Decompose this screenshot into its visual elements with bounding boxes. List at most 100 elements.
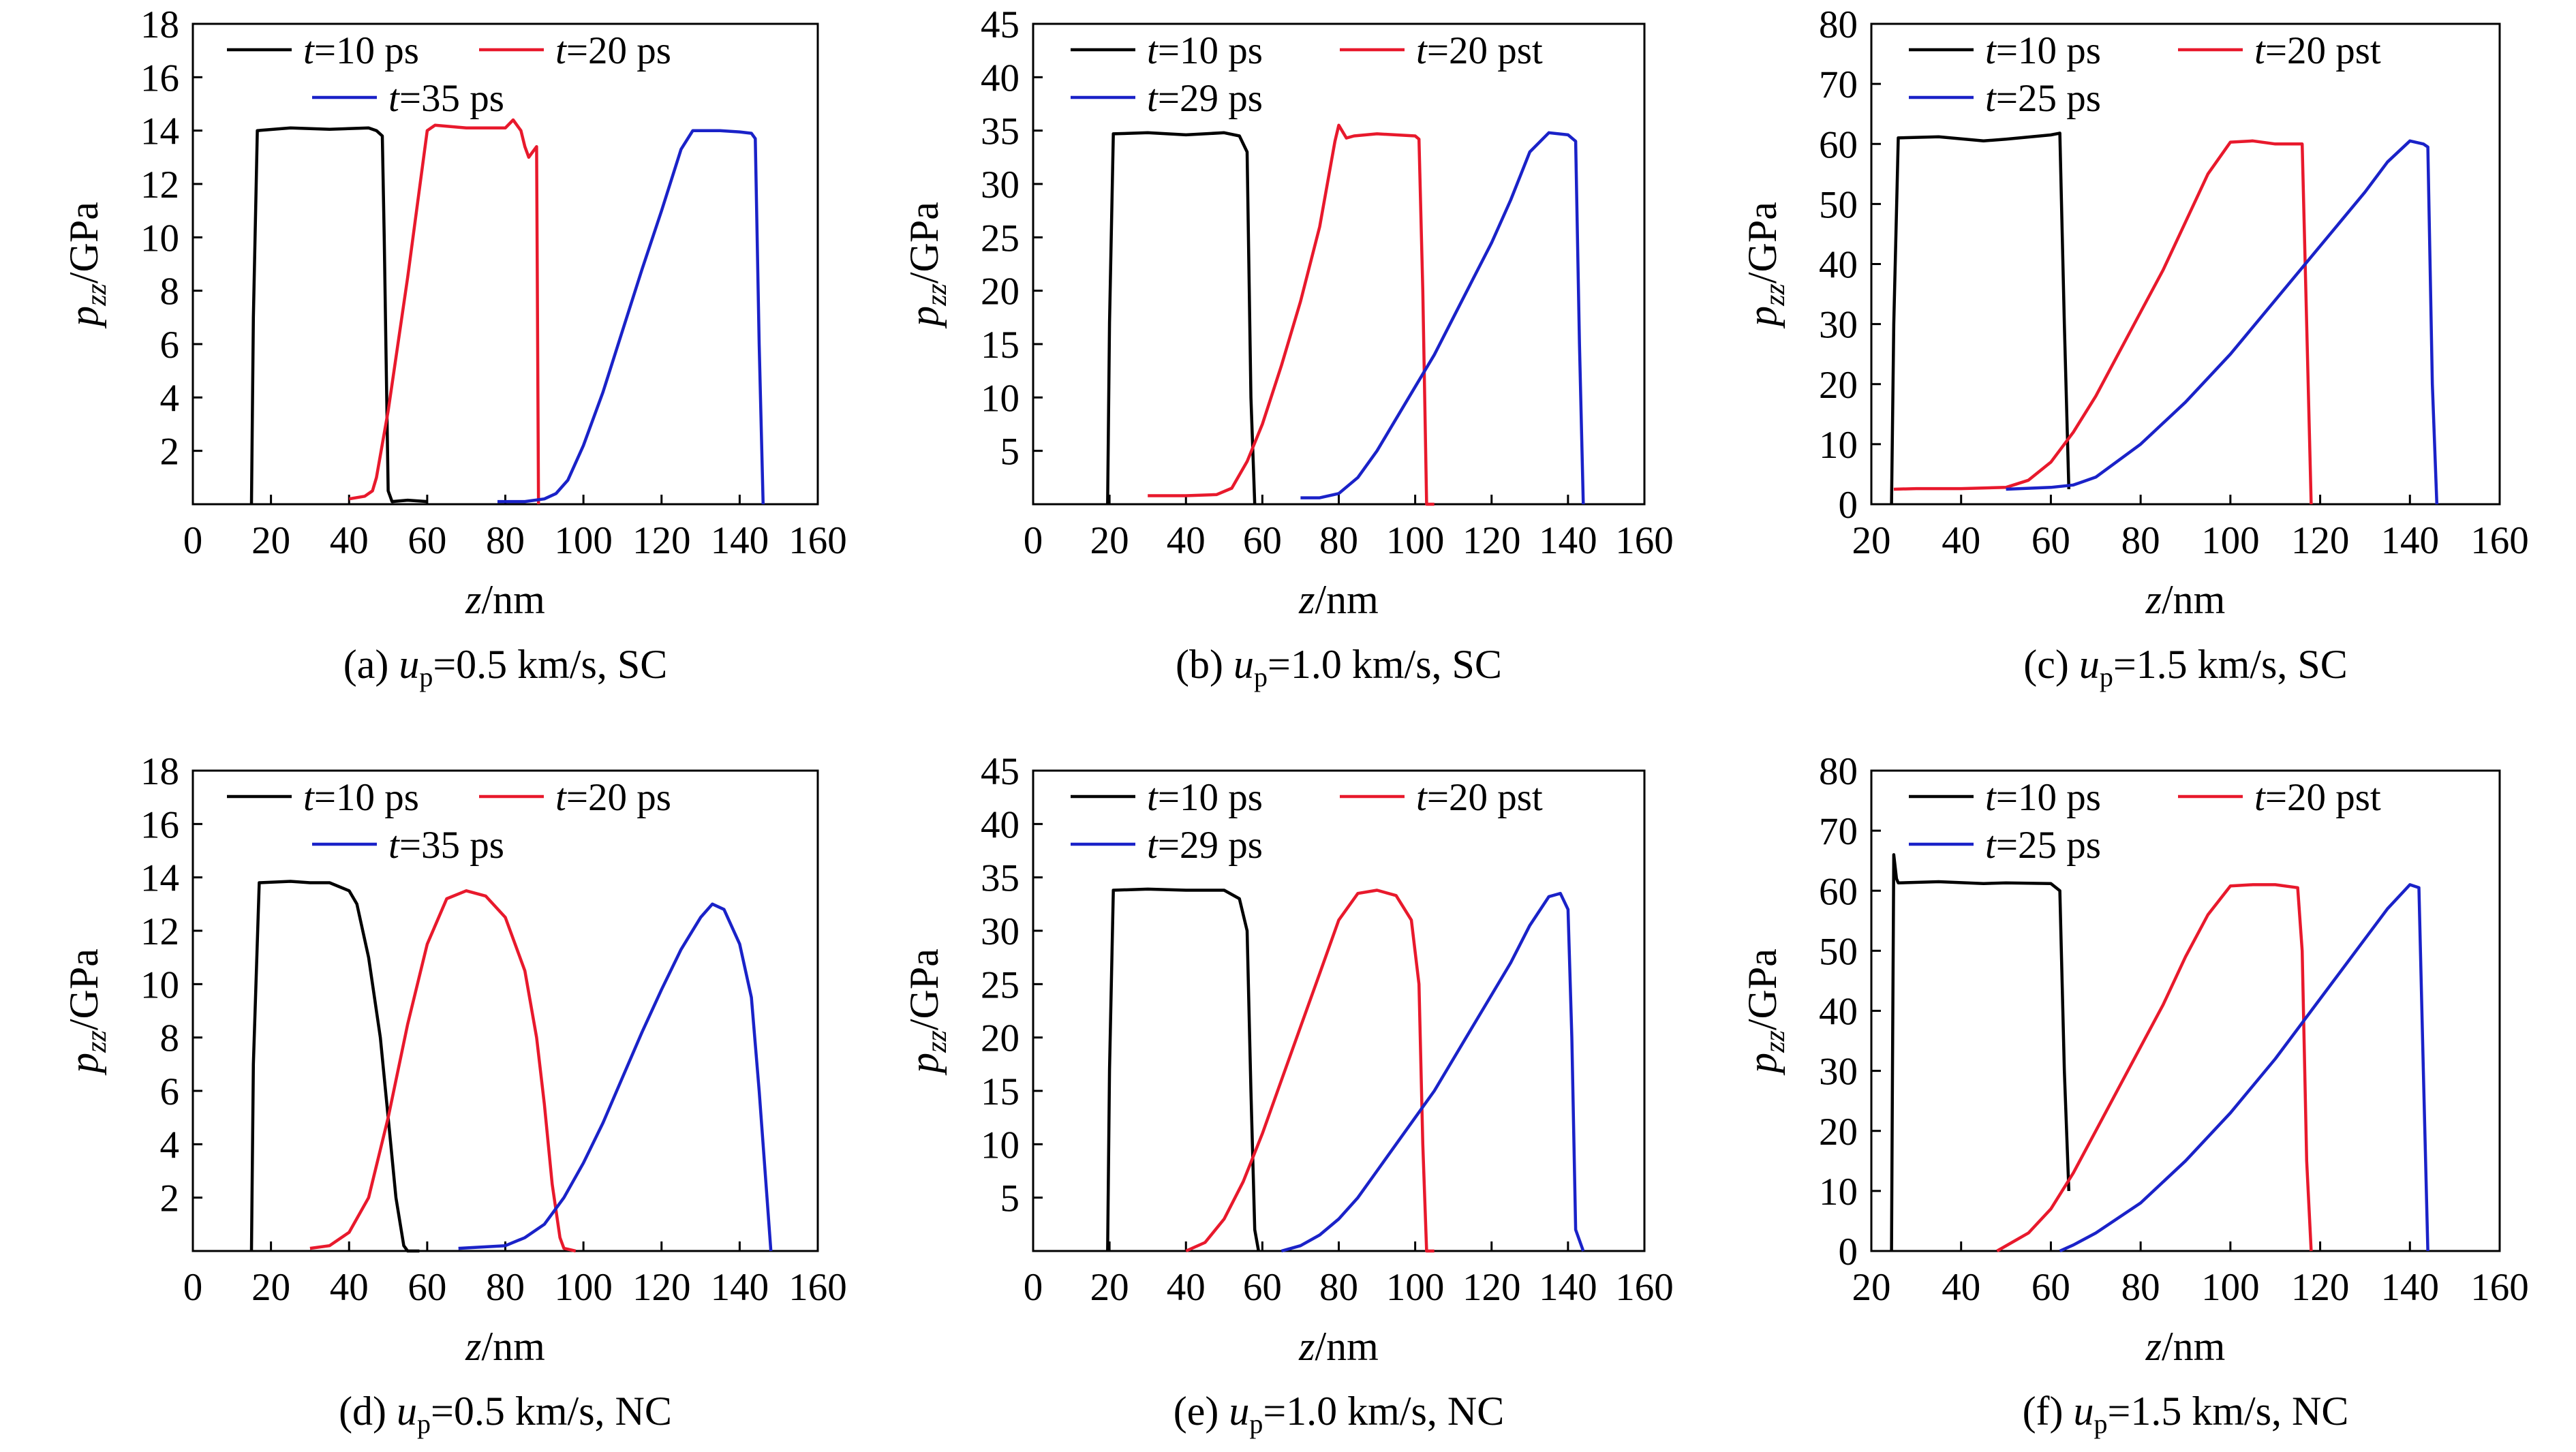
x-axis-label: z/nm bbox=[465, 1324, 545, 1369]
x-tick-label: 80 bbox=[486, 519, 525, 562]
x-axis-label: z/nm bbox=[1298, 1324, 1379, 1369]
x-tick-label: 80 bbox=[2121, 519, 2160, 562]
series-line bbox=[309, 889, 577, 1253]
y-tick-label: 18 bbox=[140, 750, 179, 793]
x-axis-label: z/nm bbox=[465, 577, 545, 622]
y-tick-label: 20 bbox=[981, 1017, 1019, 1060]
y-tick-label: 5 bbox=[1000, 1177, 1020, 1220]
legend-label: t=29 ps bbox=[1147, 824, 1263, 867]
series-line bbox=[1890, 853, 2071, 1252]
y-tick-label: 16 bbox=[140, 57, 179, 99]
y-tick-label: 30 bbox=[981, 164, 1019, 206]
series-line bbox=[1106, 887, 1261, 1252]
chart-panel: 0 20 40 60 80 100 120 140 160 5 10 15 20 25 30 35 40 45 z/… bbox=[902, 750, 1674, 1439]
y-tick-label: 10 bbox=[1819, 424, 1858, 467]
legend-label: t=10 ps bbox=[1985, 776, 2101, 819]
plot-frame bbox=[191, 22, 819, 506]
y-tick-label: 20 bbox=[981, 271, 1019, 313]
y-tick-label: 30 bbox=[1819, 1051, 1858, 1094]
series-line bbox=[1996, 883, 2313, 1252]
x-tick-label: 100 bbox=[2201, 1266, 2260, 1309]
chart-panel: 0 20 40 60 80 100 120 140 160 2 4 6 8 10 12 14 16 18 z/nm p… bbox=[61, 750, 847, 1439]
legend-label: t=10 ps bbox=[1985, 29, 2101, 72]
x-tick-label: 40 bbox=[330, 519, 369, 562]
x-tick-label: 120 bbox=[1462, 1266, 1521, 1309]
y-tick-label: 10 bbox=[140, 963, 179, 1006]
x-tick-label: 140 bbox=[711, 519, 769, 562]
y-tick-label: 80 bbox=[1819, 750, 1858, 793]
series-line bbox=[1281, 891, 1585, 1253]
series-line bbox=[458, 902, 773, 1252]
series-line bbox=[249, 880, 420, 1253]
y-tick-label: 40 bbox=[1819, 991, 1858, 1034]
chart-panel: 20 40 60 80 100 120 140 160 0 10 20 30 40 50 60 70 80 z/n… bbox=[1740, 3, 2529, 692]
x-tick-label: 40 bbox=[330, 1266, 369, 1309]
x-tick-label: 100 bbox=[1386, 1266, 1445, 1309]
series-line bbox=[348, 118, 540, 505]
y-axis-label: pzz/GPa bbox=[902, 202, 953, 329]
x-tick-label: 20 bbox=[1852, 519, 1891, 562]
x-tick-label: 60 bbox=[2031, 519, 2070, 562]
y-tick-label: 14 bbox=[140, 857, 179, 900]
y-tick-label: 0 bbox=[1839, 484, 1858, 527]
legend-label: t=20 ps bbox=[555, 776, 671, 819]
x-tick-label: 160 bbox=[788, 1266, 847, 1309]
y-axis-label: pzz/GPa bbox=[61, 202, 112, 329]
y-tick-label: 18 bbox=[140, 3, 179, 46]
legend-label: t=35 ps bbox=[388, 77, 504, 120]
y-axis-label: pzz/GPa bbox=[1740, 948, 1791, 1076]
x-axis-label: z/nm bbox=[1298, 577, 1379, 622]
x-tick-label: 20 bbox=[1852, 1266, 1891, 1309]
y-tick-label: 60 bbox=[1819, 870, 1858, 913]
x-tick-label: 20 bbox=[251, 1266, 290, 1309]
x-tick-label: 60 bbox=[1243, 519, 1282, 562]
series-line bbox=[2006, 139, 2439, 505]
x-tick-label: 160 bbox=[1615, 519, 1674, 562]
x-tick-label: 120 bbox=[632, 519, 691, 562]
legend-label: t=29 ps bbox=[1147, 77, 1263, 120]
y-tick-label: 15 bbox=[981, 324, 1019, 367]
x-axis-label: z/nm bbox=[2145, 577, 2226, 622]
y-tick-label: 40 bbox=[1819, 244, 1858, 287]
y-tick-label: 45 bbox=[981, 750, 1019, 793]
x-tick-label: 100 bbox=[554, 1266, 613, 1309]
x-tick-label: 40 bbox=[1942, 1266, 1980, 1309]
x-tick-label: 100 bbox=[2201, 519, 2260, 562]
x-tick-label: 80 bbox=[2121, 1266, 2160, 1309]
series-line bbox=[249, 126, 428, 505]
legend-label: t=20 pst bbox=[2254, 29, 2381, 72]
legend-label: t=20 pst bbox=[1416, 776, 1543, 819]
y-tick-label: 15 bbox=[981, 1070, 1019, 1113]
x-tick-label: 80 bbox=[486, 1266, 525, 1309]
y-tick-label: 8 bbox=[160, 1017, 180, 1060]
series-line bbox=[1106, 131, 1257, 505]
panel-caption: (c) up=1.5 km/s, SC bbox=[2023, 642, 2348, 692]
y-tick-label: 40 bbox=[981, 803, 1019, 846]
y-tick-label: 0 bbox=[1839, 1231, 1858, 1273]
y-tick-label: 30 bbox=[1819, 304, 1858, 347]
x-tick-label: 160 bbox=[788, 519, 847, 562]
legend-label: t=20 ps bbox=[555, 29, 671, 72]
y-tick-label: 12 bbox=[140, 164, 179, 206]
x-tick-label: 20 bbox=[251, 519, 290, 562]
x-tick-label: 140 bbox=[1539, 1266, 1597, 1309]
x-tick-label: 20 bbox=[1090, 1266, 1129, 1309]
x-tick-label: 40 bbox=[1167, 1266, 1206, 1309]
y-tick-label: 2 bbox=[160, 1177, 180, 1220]
y-tick-label: 2 bbox=[160, 431, 180, 474]
x-tick-label: 0 bbox=[1024, 519, 1043, 562]
y-tick-label: 10 bbox=[981, 1124, 1019, 1167]
y-axis-label: pzz/GPa bbox=[61, 948, 112, 1076]
x-tick-label: 120 bbox=[632, 1266, 691, 1309]
legend-label: t=10 ps bbox=[303, 29, 419, 72]
legend-label: t=20 pst bbox=[1416, 29, 1543, 72]
x-tick-label: 140 bbox=[711, 1266, 769, 1309]
y-tick-label: 60 bbox=[1819, 123, 1858, 166]
y-tick-label: 14 bbox=[140, 110, 179, 153]
series-line bbox=[1148, 123, 1435, 506]
y-tick-label: 5 bbox=[1000, 431, 1020, 474]
y-tick-label: 25 bbox=[981, 217, 1019, 260]
x-tick-label: 140 bbox=[2381, 519, 2440, 562]
x-tick-label: 0 bbox=[1024, 1266, 1043, 1309]
legend-label: t=35 ps bbox=[388, 824, 504, 867]
